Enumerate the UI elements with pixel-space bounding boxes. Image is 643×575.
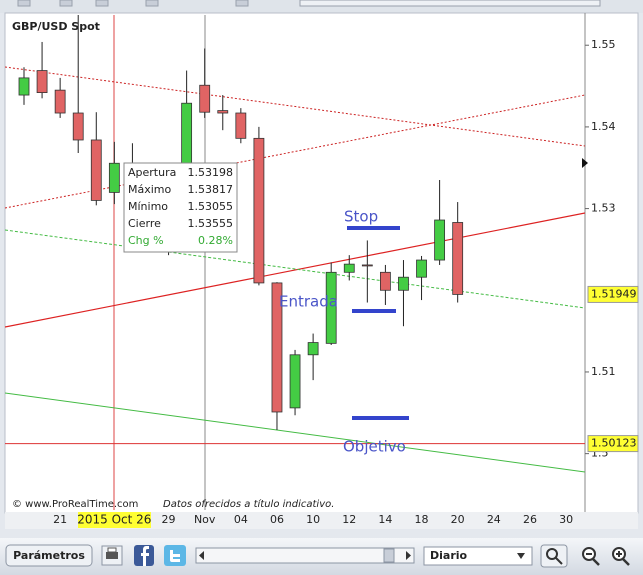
- plot-area: [4, 12, 639, 514]
- annotation: Entrada: [279, 293, 338, 311]
- candle-body: [379, 271, 391, 291]
- candle-body: [181, 102, 193, 166]
- tooltip-value: 1.53555: [188, 217, 234, 230]
- x-tick-label: 2015 Oct 26: [77, 513, 151, 527]
- price-label-box: [587, 285, 639, 303]
- top-icons: [17, 0, 601, 7]
- price-label-box: [587, 435, 639, 453]
- x-tick-label: 30: [559, 513, 573, 526]
- candle-body: [452, 222, 464, 295]
- candle-body: [361, 264, 373, 267]
- y-tick-label: 1.51: [591, 365, 616, 378]
- tooltip-label: Apertura: [128, 166, 176, 179]
- tooltip: Apertura Máximo Mínimo Cierre Chg % 1.53…: [123, 162, 238, 253]
- candle-body: [235, 112, 247, 139]
- candle-body: [289, 354, 301, 409]
- candle-body: [54, 89, 66, 114]
- trendline: [5, 392, 585, 473]
- x-tick-label: Nov: [194, 513, 216, 526]
- zoom-out[interactable]: [582, 547, 600, 566]
- candle-body: [253, 137, 265, 284]
- x-tick-label: 29: [162, 513, 176, 526]
- y-tick-label: 1.53: [591, 202, 616, 215]
- candle-body: [307, 342, 319, 356]
- cursor-date-bg: [78, 512, 151, 528]
- zoom-in[interactable]: [612, 547, 630, 566]
- chart-title: GBP/USD Spot: [12, 20, 100, 33]
- tooltip-value: 1.53055: [188, 200, 234, 213]
- trendline: [5, 229, 585, 309]
- candle-body: [36, 70, 48, 93]
- trendline: [5, 212, 585, 328]
- facebook-button[interactable]: [134, 545, 154, 566]
- x-tick-label: 21: [53, 513, 67, 526]
- y-tick-label: 1.54: [591, 120, 616, 133]
- price-label: 1.51949: [591, 287, 637, 300]
- x-axis-band: [5, 512, 638, 529]
- scrollbar[interactable]: [195, 547, 415, 564]
- disclaimer: Datos ofrecidos a título indicativo.: [163, 498, 334, 510]
- tooltip-label: Máximo: [128, 183, 172, 196]
- x-tick-label: 26: [523, 513, 537, 526]
- candle-body: [199, 84, 211, 113]
- x-tick-label: 12: [342, 513, 356, 526]
- tooltip-label: Chg %: [128, 234, 164, 247]
- candle-body: [72, 112, 84, 141]
- y-tick-label: 1.55: [591, 38, 616, 51]
- x-tick-label: 18: [415, 513, 429, 526]
- tooltip-box: [123, 162, 238, 253]
- params-button[interactable]: [5, 544, 93, 567]
- candle-body: [325, 271, 337, 344]
- levels: Stop Entrada Objetivo: [279, 208, 409, 456]
- print-button[interactable]: [101, 545, 123, 566]
- params-button-label: Parámetros: [13, 549, 85, 562]
- tooltip-label: Cierre: [128, 217, 161, 230]
- zoom-auto[interactable]: [540, 544, 568, 568]
- x-tick-label: 20: [451, 513, 465, 526]
- price-pointer: [582, 158, 588, 168]
- candle-body: [217, 110, 229, 114]
- annotation: Stop: [344, 208, 378, 226]
- x-tick-label: 06: [270, 513, 284, 526]
- candle-body: [90, 139, 102, 201]
- trendline: [5, 66, 585, 147]
- period-label: Diario: [430, 549, 468, 562]
- annotation: Objetivo: [343, 438, 406, 456]
- candle-body: [343, 263, 355, 273]
- twitter-button[interactable]: [164, 545, 186, 566]
- trendline: [5, 94, 585, 209]
- price-label: 1.50123: [591, 437, 637, 450]
- candle-body: [398, 276, 409, 291]
- tooltip-value: 0.28%: [198, 234, 233, 247]
- candle-body: [434, 219, 446, 261]
- period-dropdown[interactable]: [423, 546, 533, 566]
- candle-body: [108, 162, 120, 193]
- x-tick-label: 14: [378, 513, 392, 526]
- x-tick-label: 24: [487, 513, 501, 526]
- tooltip-value: 1.53817: [188, 183, 234, 196]
- tooltip-value: 1.53198: [188, 166, 234, 179]
- axes: 1.551.541.531.511.521 2015 Oct 26 29 Nov 04 0…: [53, 38, 639, 527]
- x-tick-label: 10: [306, 513, 320, 526]
- tooltip-label: Mínimo: [128, 200, 168, 213]
- candle-body: [416, 259, 427, 278]
- candle-body: [271, 282, 283, 413]
- copyright: © www.ProRealTime.com: [12, 499, 138, 510]
- x-tick-label: 04: [234, 513, 248, 526]
- candle-body: [18, 77, 30, 96]
